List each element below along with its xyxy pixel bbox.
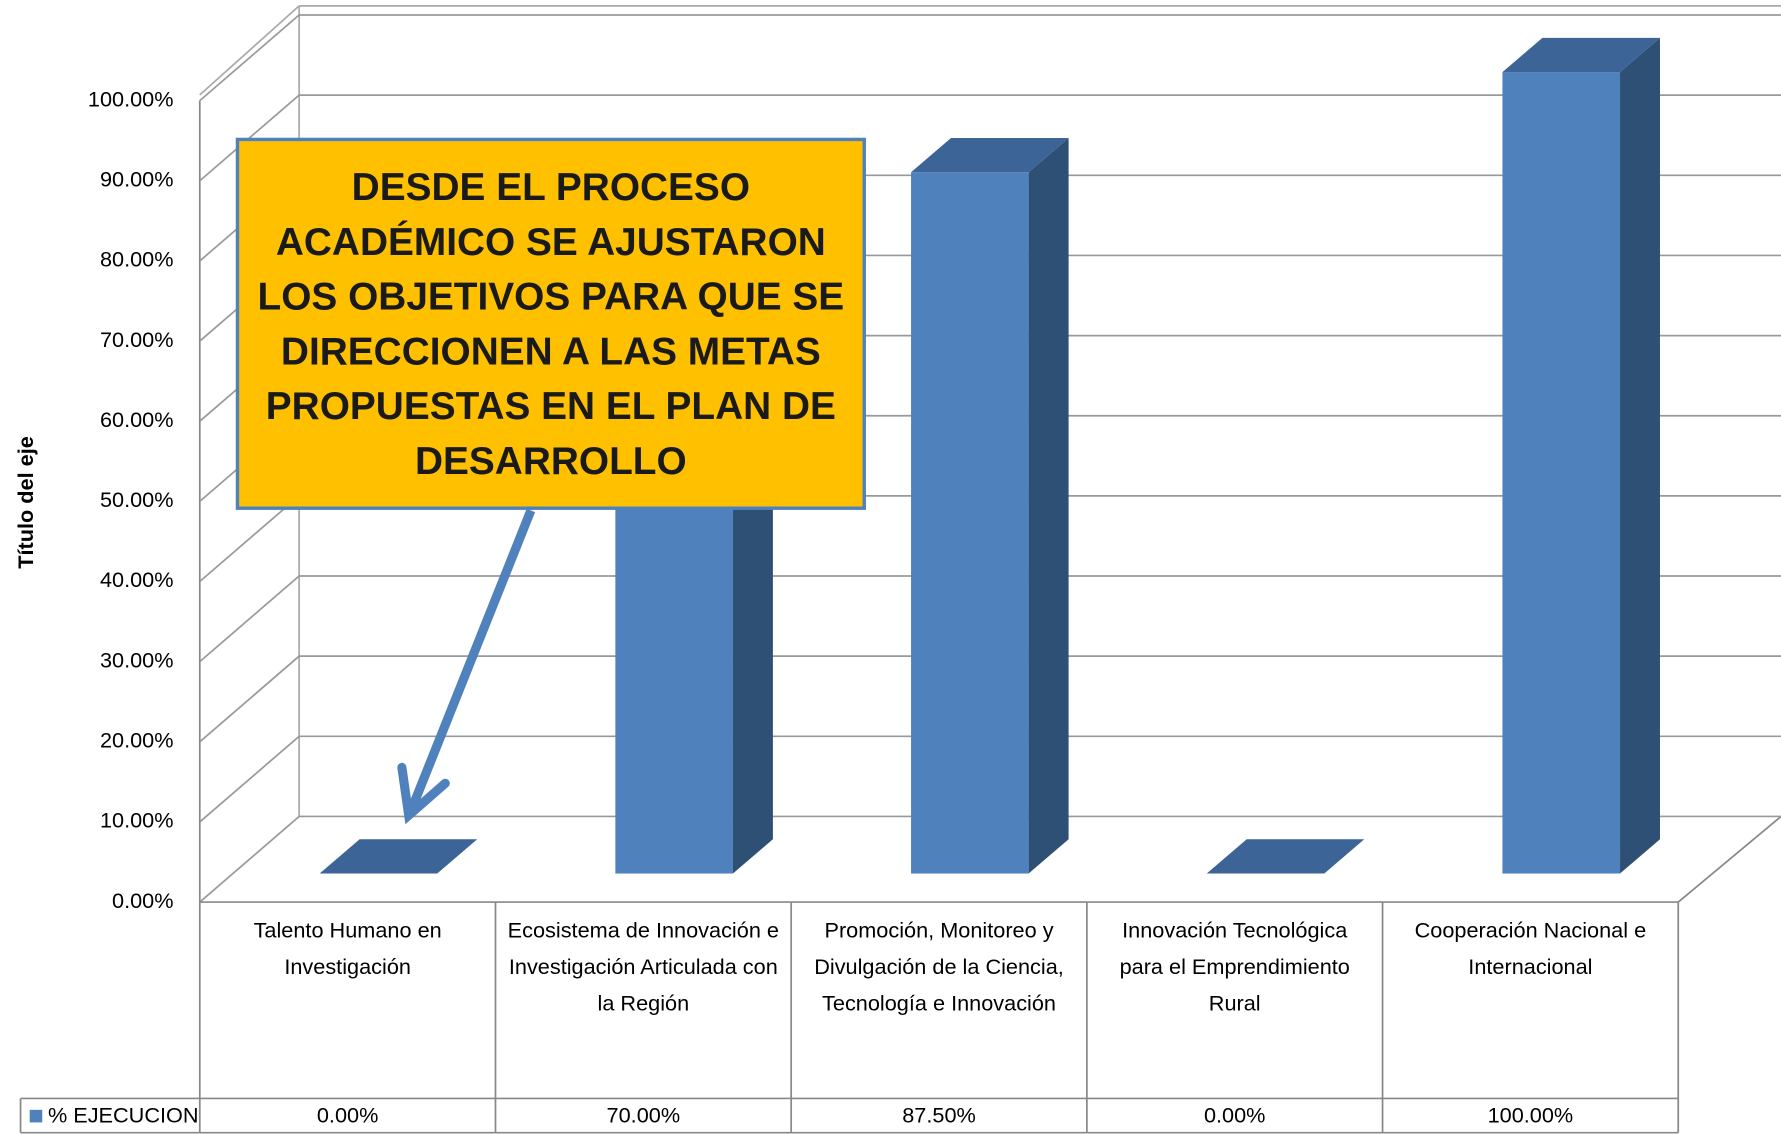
category-label: Cooperación Nacional e Internacional (1414, 919, 1647, 980)
legend-swatch (29, 1109, 43, 1123)
value-label: 87.50% (902, 1102, 976, 1127)
bar-side (1620, 37, 1660, 874)
y-axis-title: Título del eje (13, 436, 38, 569)
annotation: DESDE EL PROCESO ACADÉMICO SE AJUSTARON … (257, 165, 845, 483)
grid-line (199, 655, 1781, 743)
y-tick-label: 40.00% (100, 567, 174, 592)
value-label: 100.00% (1488, 1102, 1574, 1127)
y-tick-label: 90.00% (100, 167, 174, 192)
category-label: Promoción, Monitoreo y Divulgación de la… (814, 919, 1064, 1017)
y-tick-label: 30.00% (100, 647, 174, 672)
y-tick-label: 50.00% (100, 487, 174, 512)
y-tick-label: 60.00% (100, 407, 174, 432)
annotation-box: DESDE EL PROCESO ACADÉMICO SE AJUSTARON … (257, 165, 845, 483)
legend-label: % EJECUCION (48, 1102, 199, 1127)
grid-line (199, 14, 1781, 102)
y-tick-label: 0.00% (112, 888, 174, 913)
y-tick-label: 100.00% (88, 86, 174, 111)
annotation-arrowhead (397, 762, 450, 825)
bar-front (911, 172, 1029, 874)
grid-line (199, 735, 1781, 823)
value-label: 70.00% (607, 1102, 681, 1127)
grid-line (199, 94, 1781, 182)
category-label-box: Talento Humano en Investigación (253, 919, 442, 980)
bar (1502, 37, 1660, 874)
y-tick-label: 10.00% (100, 808, 174, 833)
y-tick-label: 70.00% (100, 327, 174, 352)
grid-line (199, 815, 1781, 903)
bar-side (1028, 138, 1069, 874)
bar-front (1502, 72, 1621, 874)
annotation-box (235, 137, 866, 510)
category-label: Talento Humano en Investigación (253, 919, 442, 980)
bar-top (1206, 839, 1365, 874)
bar (319, 839, 478, 874)
category-label: Ecosistema de Innovación e Investigación… (507, 919, 779, 1017)
category-label: Innovación Tecnológica para el Emprendim… (1119, 919, 1350, 1017)
bar-top (319, 839, 478, 874)
bar (911, 138, 1069, 874)
bar-top (911, 138, 1069, 173)
grid-line (199, 575, 1781, 663)
bar-top (1502, 37, 1660, 73)
value-label: 0.00% (317, 1102, 379, 1127)
bar (1206, 839, 1365, 874)
annotation-arrow (406, 508, 536, 813)
category-label-box: Innovación Tecnológica para el Emprendim… (1119, 919, 1350, 1017)
category-label-box: Ecosistema de Innovación e Investigación… (507, 919, 779, 1017)
wall-edge (199, 5, 300, 96)
y-tick-label: 80.00% (100, 247, 174, 272)
category-label-box: Cooperación Nacional e Internacional (1414, 919, 1647, 980)
category-label-box: Promoción, Monitoreo y Divulgación de la… (814, 919, 1064, 1017)
value-label: 0.00% (1204, 1102, 1266, 1127)
wall-edge (1677, 815, 1781, 903)
y-tick-label: 20.00% (100, 728, 174, 753)
